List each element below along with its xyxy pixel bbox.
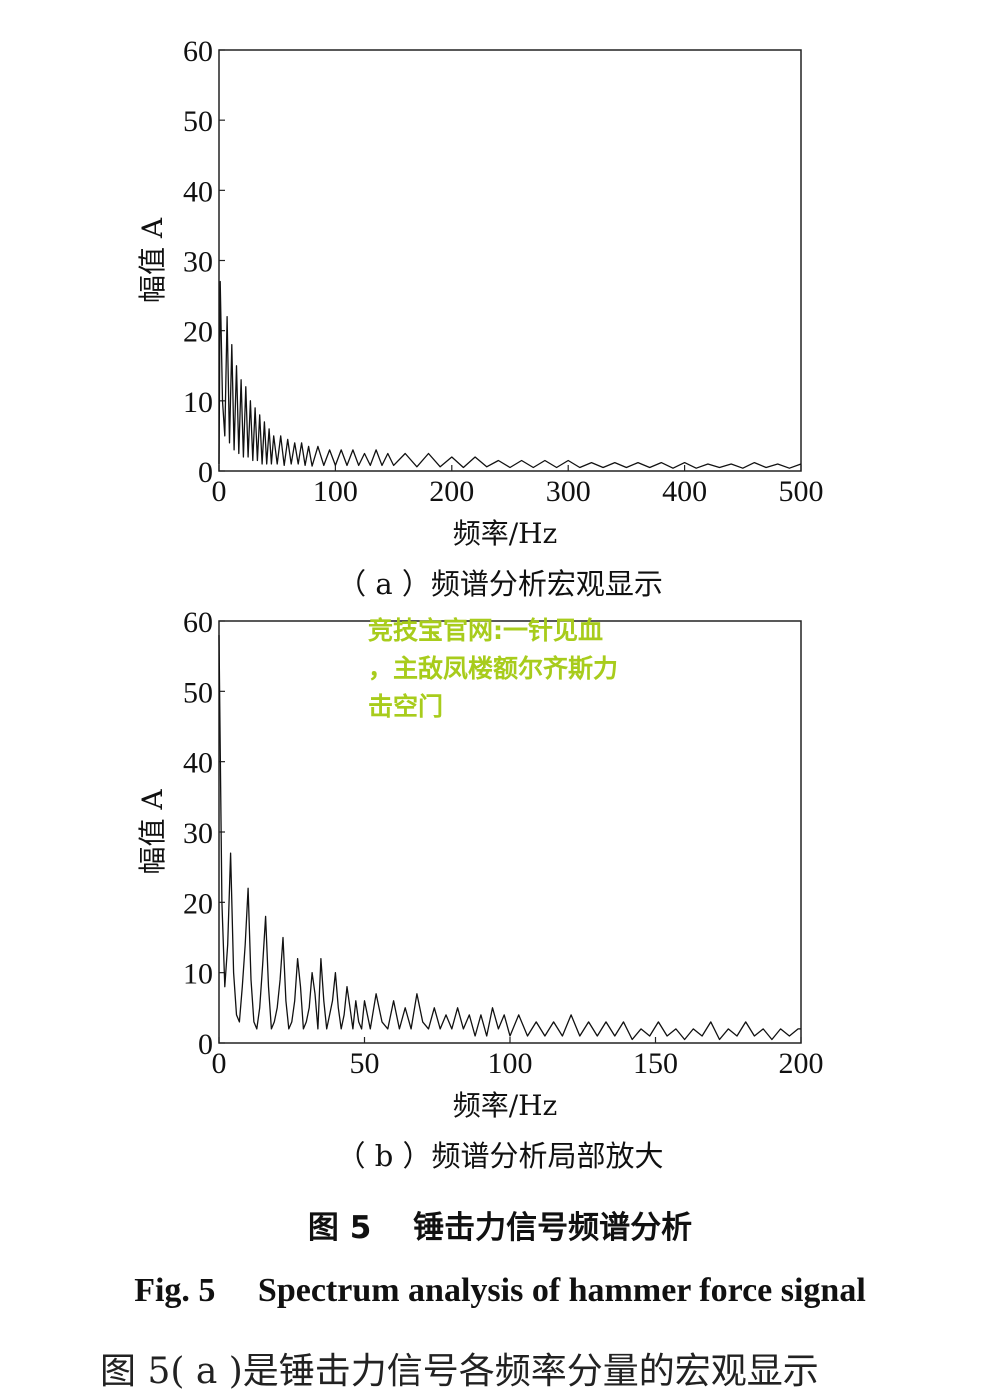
y-tick-label: 30 (183, 246, 213, 279)
x-tick-label: 150 (633, 1047, 678, 1080)
x-tick-label: 0 (212, 475, 227, 508)
y-tick-label: 60 (183, 606, 213, 639)
x-tick-label: 0 (212, 1047, 227, 1080)
y-tick-label: 50 (183, 105, 213, 138)
x-tick-label: 200 (779, 1047, 824, 1080)
plot-frame (218, 49, 802, 472)
chart-a-macro-spectrum: 0 10 20 30 40 50 60 0 100 200 300 400 500 频率/Hz 幅值 A （ … (136, 35, 824, 601)
subplot-caption: （ b ）频谱分析局部放大 (336, 1139, 663, 1173)
figure-caption-chinese: 图 5 锤击力信号频谱分析 (307, 1210, 693, 1246)
subplot-caption: （ a ）频谱分析宏观显示 (337, 567, 663, 601)
x-axis-label: 频率/Hz (453, 517, 558, 550)
y-tick-label: 60 (183, 35, 213, 68)
x-tick-label: 500 (779, 475, 824, 508)
watermark-line-3: 击空门 (368, 692, 444, 721)
y-axis-label: 幅值 A (136, 789, 169, 875)
watermark-line-1: 竞技宝官网:一针见血 (368, 616, 603, 645)
x-axis-label: 频率/Hz (453, 1089, 558, 1122)
watermark-line-2: ，主敌凤楼额尔齐斯力 (368, 654, 619, 683)
x-tick-label: 100 (313, 475, 358, 508)
chart-b-zoomed-spectrum: 0 10 20 30 40 50 60 0 50 100 150 200 频率/Hz 幅值 A （ b ）频… (136, 606, 824, 1173)
x-tick-label: 50 (350, 1047, 380, 1080)
spectrum-series-line (218, 635, 801, 1041)
y-tick-label: 10 (183, 386, 213, 419)
y-tick-label: 0 (198, 456, 213, 489)
x-tick-label: 300 (546, 475, 591, 508)
x-tick-label: 200 (429, 475, 474, 508)
y-tick-label: 40 (183, 747, 213, 780)
y-tick-label: 0 (198, 1028, 213, 1061)
y-tick-label: 50 (183, 676, 213, 709)
y-tick-label: 20 (183, 887, 213, 920)
x-tick-label: 100 (488, 1047, 533, 1080)
watermark-text: 竞技宝官网:一针见血 ，主敌凤楼额尔齐斯力 击空门 (368, 612, 648, 726)
y-tick-label: 20 (183, 316, 213, 349)
y-tick-label: 10 (183, 958, 213, 991)
y-axis-label: 幅值 A (136, 217, 169, 303)
spectrum-series-line (218, 280, 802, 469)
x-tick-label: 400 (662, 475, 707, 508)
figure-caption-english: Fig. 5 Spectrum analysis of hammer force… (134, 1272, 866, 1309)
y-tick-label: 30 (183, 817, 213, 850)
y-tick-label: 40 (183, 175, 213, 208)
body-text-fragment: 图 5( a )是锤击力信号各频率分量的宏观显示 (100, 1351, 819, 1392)
